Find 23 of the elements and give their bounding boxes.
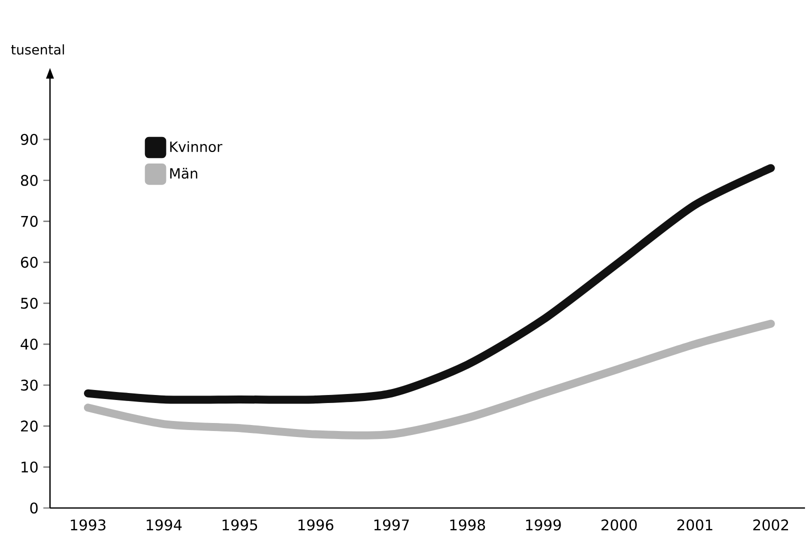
x-tick-label: 1995 [222, 519, 258, 530]
x-tick-label: 2000 [602, 519, 637, 530]
y-axis-title: tusental [11, 44, 64, 55]
legend-label: Kvinnor [170, 141, 222, 152]
x-tick-label: 1993 [70, 519, 106, 530]
x-tick-label: 2001 [677, 519, 712, 530]
y-tick-label: 10 [22, 462, 38, 473]
x-tick-label: 1996 [298, 519, 334, 530]
y-tick-label: 0 [30, 502, 38, 514]
y-tick-label: 20 [21, 420, 38, 432]
y-tick-label: 30 [21, 380, 38, 391]
y-tick-label: 60 [20, 256, 38, 268]
y-tick-label: 70 [21, 216, 38, 227]
y-tick-label: 50 [21, 298, 38, 309]
y-tick-label: 80 [20, 174, 38, 186]
legend-label: Män [170, 168, 198, 179]
x-tick-label: 2002 [753, 519, 788, 530]
x-tick-label: 1998 [450, 519, 485, 530]
x-tick-label: 1997 [374, 519, 409, 530]
y-tick-label: 90 [20, 134, 38, 145]
y-tick-label: 40 [20, 338, 38, 350]
x-tick-label: 1999 [526, 519, 561, 530]
x-tick-label: 1994 [146, 519, 182, 530]
